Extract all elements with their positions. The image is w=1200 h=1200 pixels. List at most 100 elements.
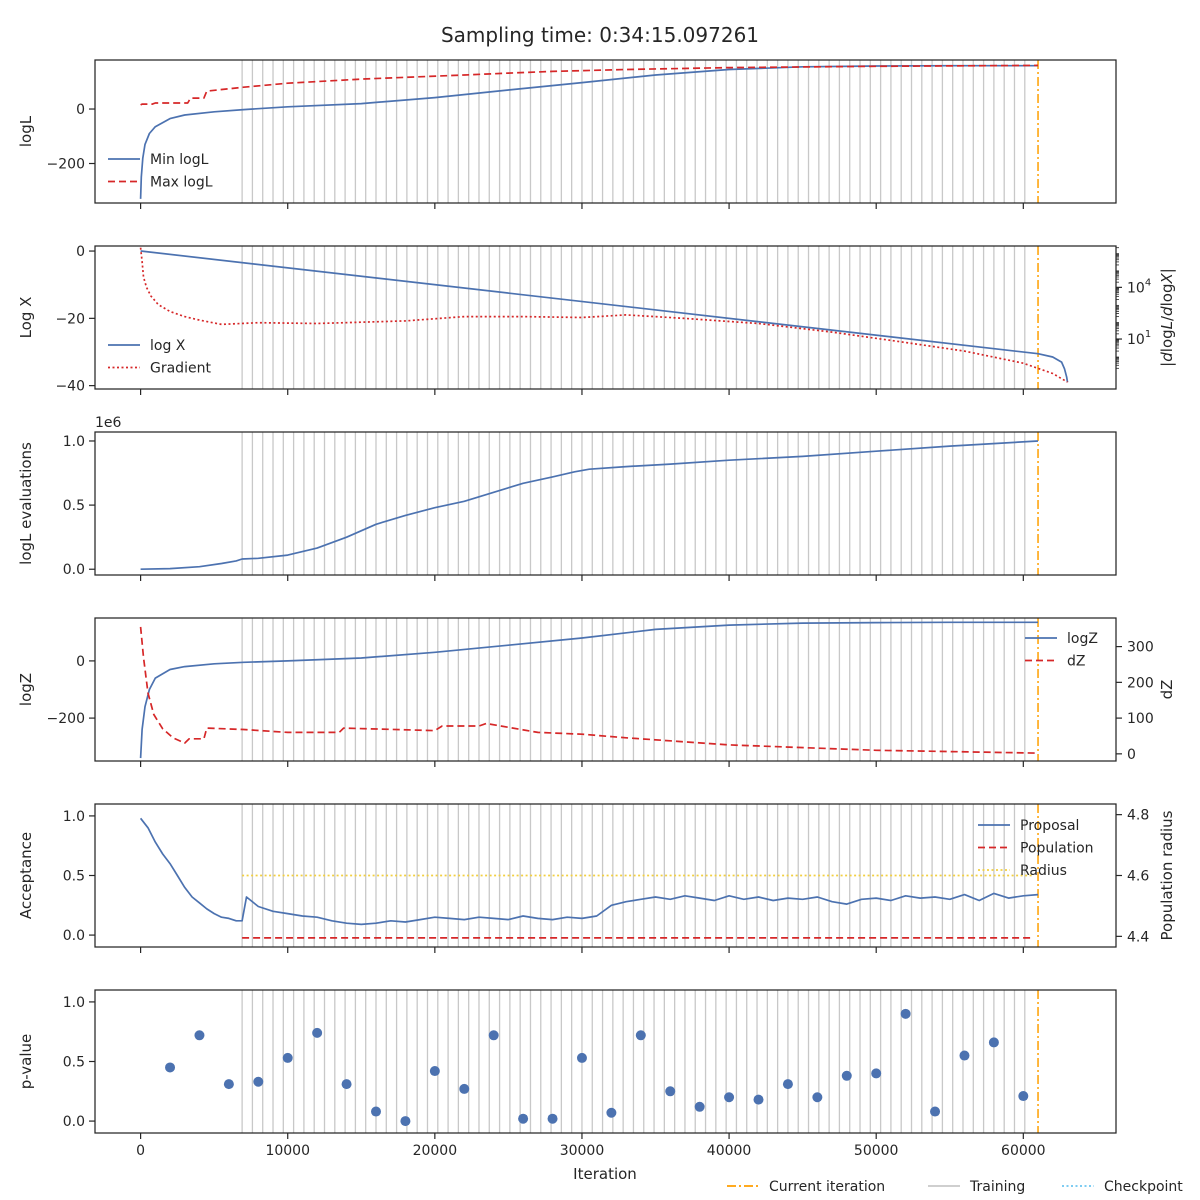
y-tick-label: 1.0 xyxy=(63,434,85,450)
scatter-point xyxy=(635,1030,646,1041)
x-tick-label: 30000 xyxy=(560,1143,605,1159)
plot-frame xyxy=(94,431,1117,576)
x-tick-label: 40000 xyxy=(707,1143,752,1159)
legend-label: Max logL xyxy=(150,175,213,191)
right-tick-label: 4.8 xyxy=(1127,808,1149,824)
legend-logl: Min logL Max logL xyxy=(108,152,213,191)
x-axis: 0 10000 20000 30000 40000 50000 60000 xyxy=(136,1143,1045,1159)
y-tick-label: 1.0 xyxy=(63,809,85,825)
panel-evals: 0.0 0.5 1.0 logL evaluations 1e6 xyxy=(17,415,1117,581)
scatter-point xyxy=(518,1113,529,1124)
legend-label: Min logL xyxy=(150,152,209,168)
legend-label: logZ xyxy=(1067,631,1098,647)
x-tick-label: 0 xyxy=(136,1143,145,1159)
scatter-point xyxy=(871,1068,882,1079)
right-tick-label: 0 xyxy=(1127,747,1136,763)
scatter-point xyxy=(959,1050,970,1061)
legend-logz: logZ dZ xyxy=(1025,631,1098,670)
y-tick-label: 0.5 xyxy=(63,869,85,885)
scatter-point xyxy=(341,1079,352,1090)
x-tick-label: 20000 xyxy=(413,1143,458,1159)
panel-logl: 0 −200 logL Min logL Max logL xyxy=(17,59,1117,209)
scatter-point xyxy=(1018,1091,1029,1102)
y-axis-label: logZ xyxy=(17,673,35,706)
scatter-point xyxy=(841,1070,852,1081)
right-tick-label: 4.4 xyxy=(1127,929,1149,945)
scatter-point xyxy=(312,1027,323,1038)
scatter-point xyxy=(459,1083,470,1094)
scatter-point xyxy=(400,1116,411,1127)
legend-logx: log X Gradient xyxy=(108,338,211,377)
y-axis-label: p-value xyxy=(17,1034,35,1090)
series-acceptance-0 xyxy=(139,817,1039,926)
training-lines xyxy=(241,618,1026,761)
legend-label: Population xyxy=(1020,841,1094,857)
legend-label: Radius xyxy=(1020,863,1067,879)
panel-acceptance: 0.0 0.5 1.0 Acceptance 4.8 4.6 4.4 Population r… xyxy=(17,803,1176,953)
right-axis-label: |dlogL/dlogX| xyxy=(1158,268,1176,367)
legend-label: log X xyxy=(150,338,186,354)
y-tick-label: −40 xyxy=(55,379,85,395)
bottom-legend: Current iteration Training Checkpoint xyxy=(727,1179,1183,1195)
right-tick-label: 4.6 xyxy=(1127,869,1149,885)
right-axis-label: dZ xyxy=(1158,680,1176,700)
legend-acceptance: Proposal Population Radius xyxy=(978,818,1094,879)
scatter-point xyxy=(988,1037,999,1048)
scatter-point xyxy=(194,1030,205,1041)
x-tick-label: 50000 xyxy=(854,1143,899,1159)
right-tick-label: 100 xyxy=(1127,711,1154,727)
y-tick-label: 1.0 xyxy=(63,995,85,1011)
bottom-legend-label: Current iteration xyxy=(769,1179,885,1195)
scatter-point xyxy=(223,1079,234,1090)
series-logz-1 xyxy=(139,626,1039,754)
y-axis-label: Log X xyxy=(17,297,35,339)
series-evals-0 xyxy=(140,440,1039,571)
y-tick-label: −20 xyxy=(55,311,85,327)
scatter-point xyxy=(694,1101,705,1112)
y-tick-label: 0 xyxy=(76,102,85,118)
scatter-point xyxy=(753,1094,764,1105)
scatter-point xyxy=(429,1066,440,1077)
scatter-point xyxy=(812,1092,823,1103)
right-tick-label: 300 xyxy=(1127,640,1154,656)
chart-title: Sampling time: 0:34:15.097261 xyxy=(441,23,759,47)
scatter-point xyxy=(665,1086,676,1097)
scatter-point xyxy=(165,1062,176,1073)
x-tick-label: 10000 xyxy=(265,1143,310,1159)
right-tick-label: 101 xyxy=(1127,329,1151,348)
scatter-point xyxy=(782,1079,793,1090)
panels: 0 −200 logL Min logL Max logL 0 −20 −40 Log X 104… xyxy=(17,59,1176,1139)
series-logl-1 xyxy=(140,64,1039,106)
panel-pvalue: 0.0 0.5 1.0 p-value xyxy=(17,989,1117,1139)
panel-logz: 0 −200 logZ 300 200 100 0 dZ logZ dZ xyxy=(17,617,1176,767)
y-tick-label: 0.5 xyxy=(63,1055,85,1071)
scatter-point xyxy=(724,1092,735,1103)
y-offset-text: 1e6 xyxy=(95,415,122,431)
panel-logx: 0 −20 −40 Log X 104 101 |dlogL/dlogX| log X Grad… xyxy=(17,244,1176,395)
training-lines xyxy=(241,432,1026,575)
right-tick-label: 104 xyxy=(1127,277,1151,296)
plot-frame xyxy=(94,245,1117,390)
scatter-point xyxy=(370,1106,381,1117)
x-axis-label: Iteration xyxy=(573,1165,637,1183)
series-logx-0 xyxy=(140,250,1069,383)
bottom-legend-label: Training xyxy=(969,1179,1025,1195)
scatter-point xyxy=(282,1052,293,1063)
legend-label: Gradient xyxy=(150,361,211,377)
plot-frame xyxy=(94,617,1117,762)
y-tick-label: −200 xyxy=(47,711,85,727)
y-tick-label: 0.0 xyxy=(63,928,85,944)
legend-label: Proposal xyxy=(1020,818,1079,834)
right-tick-label: 200 xyxy=(1127,675,1154,691)
y-tick-label: 0.0 xyxy=(63,562,85,578)
scatter-point xyxy=(930,1106,941,1117)
scatter-point xyxy=(606,1107,617,1118)
bottom-legend-label: Checkpoint xyxy=(1104,1179,1183,1195)
y-tick-label: 0 xyxy=(76,654,85,670)
scatter-point xyxy=(253,1076,264,1087)
training-lines xyxy=(241,246,1026,389)
scatter-point xyxy=(900,1008,911,1019)
scatter-point xyxy=(547,1113,558,1124)
training-lines xyxy=(241,990,1026,1133)
